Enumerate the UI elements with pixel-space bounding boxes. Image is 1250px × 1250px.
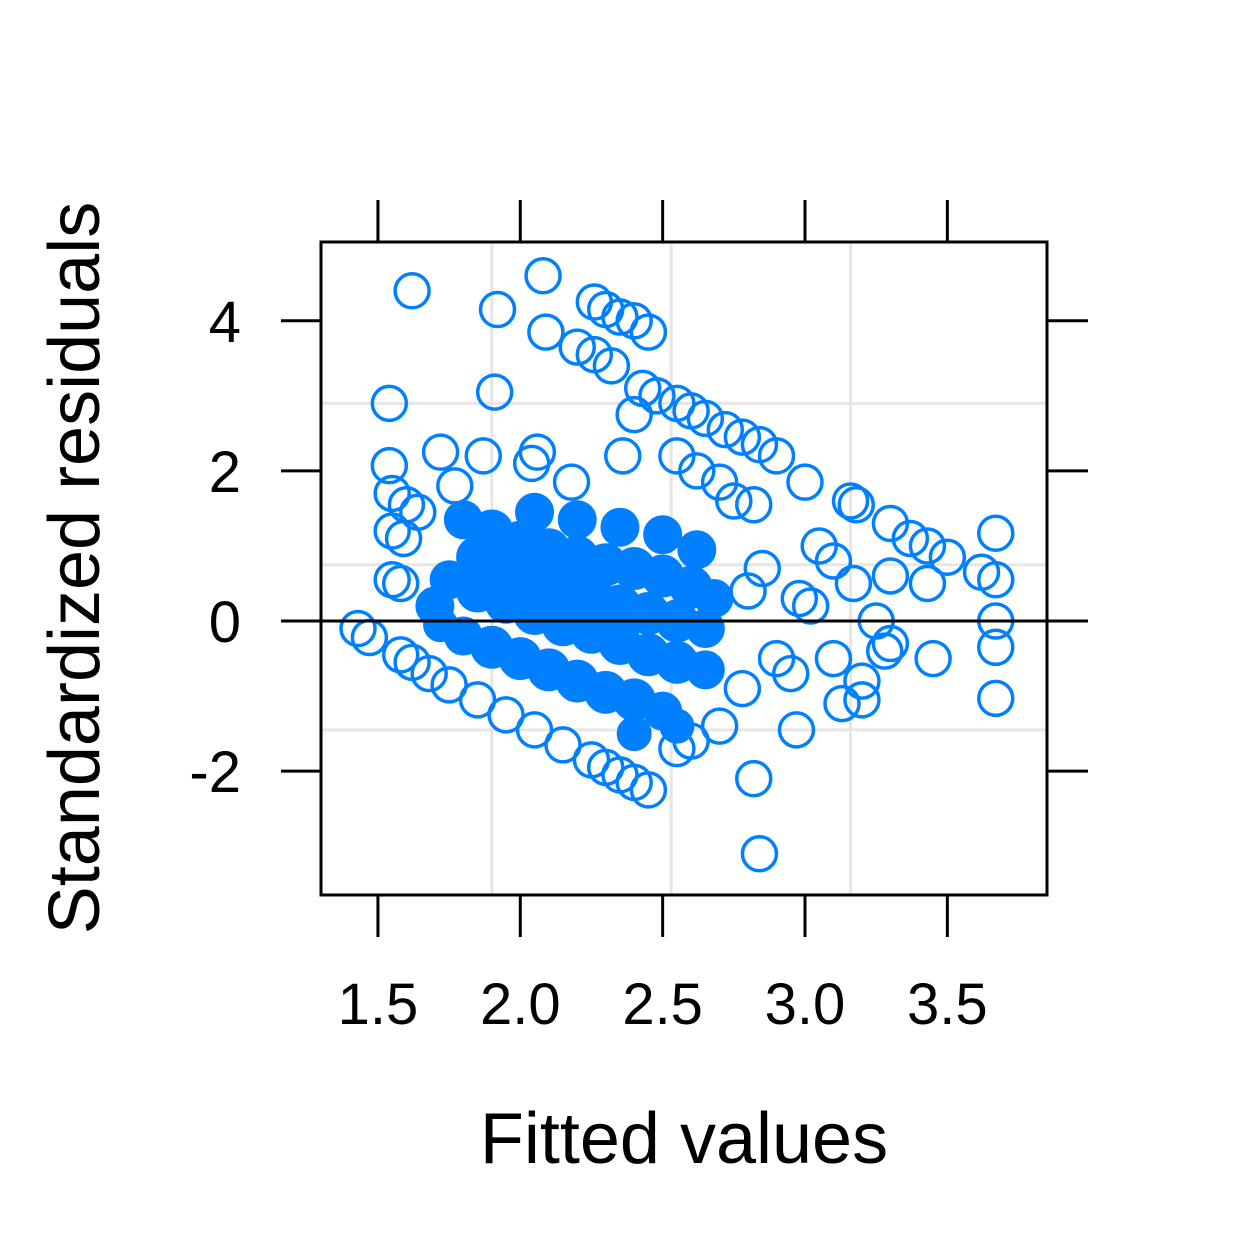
data-point	[786, 463, 824, 501]
data-point	[791, 587, 830, 625]
data-point	[544, 726, 582, 764]
data-point	[638, 377, 676, 415]
data-point	[478, 290, 517, 329]
y-tick-label: 0	[209, 590, 241, 655]
data-point	[572, 741, 611, 779]
y-tick-label: -2	[189, 740, 241, 805]
data-point	[977, 514, 1015, 552]
data-point	[823, 684, 861, 723]
plot-frame	[319, 240, 1049, 897]
data-point	[814, 639, 853, 678]
x-tick-label: 3.5	[907, 972, 988, 1037]
data-point	[339, 609, 377, 648]
x-tick-label: 2.0	[480, 972, 561, 1037]
points-layer	[339, 257, 1015, 873]
data-point	[515, 711, 554, 749]
data-point	[777, 711, 816, 749]
data-point	[685, 650, 725, 690]
data-point	[800, 527, 838, 565]
data-point	[659, 708, 695, 744]
data-point	[464, 437, 503, 475]
data-point	[370, 384, 409, 423]
data-point	[524, 257, 562, 295]
data-point	[843, 662, 881, 700]
data-point	[871, 624, 910, 663]
data-point	[458, 681, 497, 719]
data-point	[685, 609, 725, 649]
data-point	[780, 579, 819, 618]
data-point	[421, 433, 460, 471]
data-point	[871, 557, 910, 595]
data-point	[518, 433, 557, 471]
data-point	[601, 298, 639, 336]
data-point	[700, 707, 739, 745]
y-tick-label: 4	[209, 290, 241, 355]
data-point	[865, 632, 904, 670]
data-point	[772, 654, 810, 693]
data-point	[475, 373, 514, 411]
data-point	[370, 446, 409, 485]
data-point	[740, 834, 779, 873]
y-tick-label: 2	[209, 440, 241, 505]
data-point	[977, 679, 1015, 718]
data-point	[715, 482, 753, 520]
data-point	[928, 538, 967, 576]
data-point	[723, 418, 762, 456]
data-point	[908, 527, 947, 565]
data-point	[552, 463, 591, 501]
data-point	[977, 628, 1015, 667]
data-point	[735, 485, 773, 524]
data-point	[350, 618, 389, 657]
data-point	[436, 467, 474, 505]
data-point	[837, 485, 875, 524]
data-point	[381, 636, 420, 674]
data-point	[757, 437, 796, 475]
data-point	[557, 500, 597, 540]
data-point	[700, 463, 739, 501]
data-point	[527, 313, 565, 351]
data-point	[515, 492, 555, 532]
data-point	[831, 482, 870, 520]
data-point	[677, 530, 717, 570]
axes-layer: 1.5 2.0 2.5 3.0 3.5 -2 0 2 4	[189, 200, 1088, 1037]
data-point	[423, 607, 459, 643]
data-point	[384, 519, 423, 558]
data-point	[387, 485, 426, 524]
data-point	[393, 272, 431, 310]
data-point	[592, 347, 631, 385]
data-point	[643, 515, 683, 555]
data-point	[430, 666, 468, 704]
data-point	[757, 639, 796, 678]
data-point	[891, 519, 930, 558]
data-point	[600, 507, 640, 547]
data-point	[743, 549, 782, 588]
data-point	[399, 493, 437, 531]
data-point	[914, 639, 952, 678]
data-point	[558, 328, 596, 366]
data-point	[723, 669, 762, 708]
data-point	[834, 564, 873, 603]
data-point	[678, 452, 716, 490]
y-axis-title: Standardized residuals	[35, 202, 115, 934]
data-point	[381, 564, 420, 603]
x-tick-label: 3.0	[765, 972, 846, 1037]
x-axis-title: Fitted values	[480, 1099, 888, 1179]
data-point	[575, 283, 614, 321]
data-point	[604, 437, 642, 475]
data-point	[629, 313, 668, 351]
data-point	[908, 564, 947, 603]
data-point	[814, 542, 853, 580]
data-point	[616, 716, 652, 752]
data-point	[735, 759, 773, 798]
data-point	[977, 561, 1015, 599]
x-tick-label: 2.5	[622, 972, 703, 1037]
data-point	[706, 410, 745, 449]
data-point	[686, 399, 725, 438]
x-tick-label: 1.5	[338, 972, 419, 1037]
data-point	[487, 696, 525, 734]
data-point	[843, 681, 881, 719]
data-point	[615, 395, 653, 434]
data-point	[393, 643, 431, 682]
